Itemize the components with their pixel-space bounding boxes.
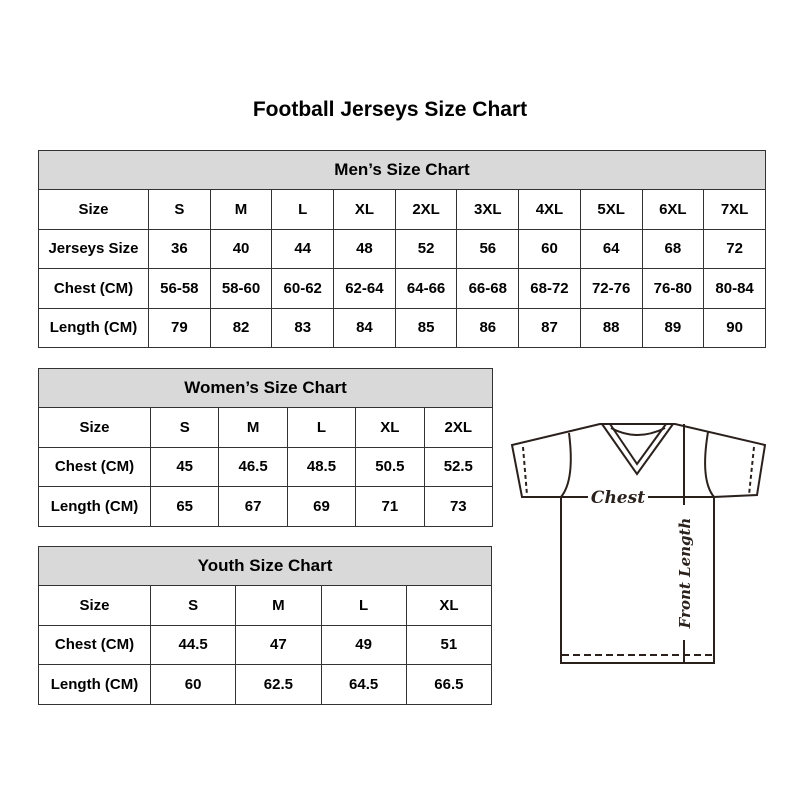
table-cell: 65: [149, 486, 220, 527]
table-row: Size S M L XL 2XL: [38, 407, 494, 448]
row-label: Size: [38, 407, 151, 448]
table-cell: 36: [148, 228, 211, 269]
table-cell: 40: [209, 228, 273, 269]
table-cell: 62.5: [235, 664, 322, 705]
table-cell: 47: [235, 624, 322, 665]
table-heading: Women’s Size Chart: [37, 368, 494, 408]
front-length-label: Front Length: [676, 518, 694, 630]
row-label: Size: [38, 585, 151, 626]
table-row: Length (CM) 65 67 69 71 73: [38, 486, 494, 527]
table-cell: 84: [333, 307, 396, 348]
youth-size-table: Youth Size Chart Size S M L XL Chest (CM) 44.5 4…: [37, 546, 493, 705]
left-armhole: [560, 432, 572, 498]
table-cell: 52.5: [423, 446, 494, 487]
table-row: Length (CM) 60 62.5 64.5 66.5: [38, 664, 493, 705]
table-cell: 66-68: [456, 268, 520, 309]
table-cell: 68-72: [518, 268, 581, 309]
table-cell: 64: [579, 228, 643, 269]
table-cell: 60: [518, 228, 581, 269]
table-cell: 48: [333, 228, 396, 269]
table-cell: 50.5: [355, 446, 425, 487]
table-cell: L: [286, 407, 357, 448]
table-cell: M: [235, 585, 322, 626]
table-cell: 82: [209, 307, 273, 348]
table-cell: 60-62: [271, 268, 335, 309]
table-cell: 67: [218, 486, 288, 527]
table-cell: 62-64: [333, 268, 396, 309]
collar-inner: [609, 423, 667, 466]
table-cell: 48.5: [286, 446, 357, 487]
table-cell: 6XL: [641, 189, 705, 230]
table-cell: 90: [703, 307, 766, 348]
left-sleeve-hem: [522, 446, 528, 496]
table-cell: 87: [518, 307, 581, 348]
table-cell: XL: [333, 189, 396, 230]
table-cell: 49: [320, 624, 407, 665]
collar-back: [610, 427, 666, 436]
table-cell: 7XL: [703, 189, 766, 230]
row-label: Jerseys Size: [38, 228, 149, 269]
row-label: Length (CM): [38, 307, 149, 348]
table-cell: 64.5: [320, 664, 407, 705]
table-row: Length (CM) 79 82 83 84 85 86 87 88 89 90: [38, 307, 766, 348]
table-cell: 5XL: [579, 189, 643, 230]
table-cell: 88: [579, 307, 643, 348]
mens-size-table: Men’s Size Chart Size S M L XL 2XL 3XL 4XL 5XL 6XL…: [38, 150, 766, 348]
table-cell: 79: [148, 307, 211, 348]
table-cell: S: [149, 585, 237, 626]
table-row: Chest (CM) 45 46.5 48.5 50.5 52.5: [38, 446, 494, 487]
table-cell: 85: [394, 307, 458, 348]
table-cell: 71: [355, 486, 425, 527]
table-cell: XL: [405, 585, 493, 626]
table-cell: 76-80: [641, 268, 705, 309]
table-cell: 4XL: [518, 189, 581, 230]
table-cell: 51: [405, 624, 493, 665]
womens-size-table: Women’s Size Chart Size S M L XL 2XL Chest (CM)…: [37, 368, 494, 527]
right-armhole: [704, 431, 715, 498]
table-cell: 60: [149, 664, 237, 705]
table-row: Jerseys Size 36 40 44 48 52 56 60 64 68 72: [38, 228, 766, 269]
table-cell: 73: [423, 486, 494, 527]
table-cell: L: [320, 585, 407, 626]
row-label: Chest (CM): [38, 624, 151, 665]
table-cell: 56-58: [148, 268, 211, 309]
right-sleeve-hem: [748, 446, 755, 496]
table-row: Size S M L XL: [38, 585, 493, 626]
row-label: Chest (CM): [38, 446, 151, 487]
table-cell: 66.5: [405, 664, 493, 705]
chest-label: Chest: [591, 488, 645, 508]
table-heading: Men’s Size Chart: [38, 150, 766, 190]
table-heading: Youth Size Chart: [37, 546, 493, 586]
table-cell: L: [271, 189, 335, 230]
table-row: Chest (CM) 44.5 47 49 51: [38, 624, 493, 665]
collar-outer: [601, 423, 674, 476]
row-label: Size: [38, 189, 149, 230]
page-title: Football Jerseys Size Chart: [252, 98, 528, 121]
table-cell: XL: [355, 407, 425, 448]
table-cell: 68: [641, 228, 705, 269]
table-cell: 80-84: [703, 268, 766, 309]
table-cell: M: [218, 407, 288, 448]
table-cell: 44.5: [149, 624, 237, 665]
table-cell: 2XL: [423, 407, 494, 448]
table-cell: 45: [149, 446, 220, 487]
table-cell: 44: [271, 228, 335, 269]
table-row: Size S M L XL 2XL 3XL 4XL 5XL 6XL 7XL: [38, 189, 766, 230]
jersey-outline: [510, 423, 767, 664]
row-label: Length (CM): [38, 486, 151, 527]
table-cell: 86: [456, 307, 520, 348]
table-cell: 72-76: [579, 268, 643, 309]
table-cell: 69: [286, 486, 357, 527]
